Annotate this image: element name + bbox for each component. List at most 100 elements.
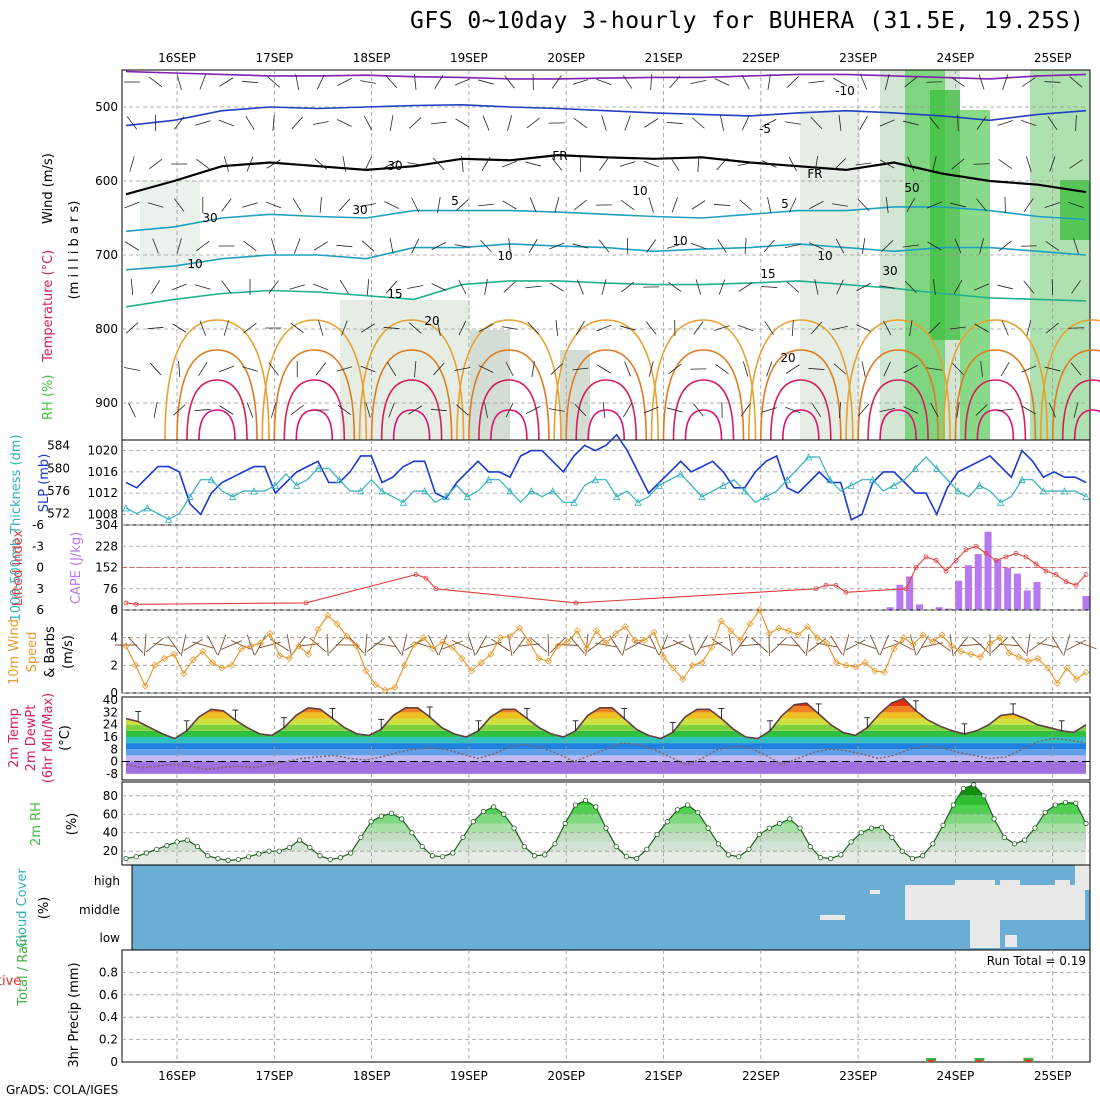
wind-barb — [766, 361, 773, 377]
temp-band — [126, 755, 1086, 762]
wind-speed-point — [890, 645, 898, 653]
contour-label: 30 — [387, 159, 402, 173]
wind-barb — [246, 402, 254, 418]
contour-label: 10 — [817, 249, 832, 263]
li-point — [423, 575, 429, 581]
cloud-level-label: high — [94, 874, 120, 888]
wind-speed-point — [823, 639, 831, 647]
wind-barb — [1020, 245, 1037, 247]
temp-tick-label: 0 — [110, 755, 118, 769]
surface-wind-barb — [751, 637, 769, 653]
warm-isotherm-arc — [261, 319, 368, 441]
rh-point — [1042, 809, 1048, 816]
wind-barb — [832, 77, 848, 87]
isotherm-line — [125, 103, 1087, 127]
wind-barb — [414, 360, 417, 378]
wind-barb — [932, 156, 937, 172]
wind-barb — [342, 156, 347, 172]
wind-barb — [196, 158, 210, 170]
wind-barb — [176, 238, 182, 254]
wind-barb — [1004, 196, 1006, 214]
wind-speed-point — [727, 627, 735, 635]
wind-barb — [198, 362, 208, 376]
wind-barb — [786, 76, 799, 88]
wind-barb — [549, 242, 565, 250]
rh-point — [154, 846, 160, 852]
rh-point — [971, 782, 977, 788]
surface-wind-barb — [790, 636, 806, 654]
rh-point — [593, 804, 599, 810]
wind-barb — [176, 74, 182, 90]
wind-barb — [928, 322, 941, 334]
warm-isotherm-arc — [748, 319, 854, 441]
thickness-point — [954, 487, 962, 495]
wind-barb — [171, 283, 187, 291]
contour-label: 30 — [352, 203, 367, 217]
wind-barb — [411, 197, 420, 213]
surface-wind-barb — [854, 640, 876, 650]
wind-speed-point — [228, 661, 236, 669]
temp-tick-label: 40 — [103, 693, 118, 707]
wind-speed-point — [372, 681, 380, 689]
li-point — [303, 600, 309, 606]
cloud-cell — [1000, 880, 1020, 890]
contour-label: FR — [552, 149, 567, 163]
wind-speed-point — [909, 641, 917, 649]
rh-point — [746, 846, 752, 852]
surface-wind-barb — [192, 641, 214, 649]
li-point — [913, 565, 919, 570]
li-point — [903, 586, 909, 592]
temp-band — [126, 712, 1086, 719]
thickness-point — [741, 487, 749, 495]
rh-point — [552, 841, 558, 847]
wind-barb — [507, 115, 513, 131]
wind-barb — [1044, 366, 1061, 372]
contour-label: 10 — [672, 234, 687, 248]
warm-isotherm-arc — [164, 319, 270, 441]
wind-speed-point — [746, 620, 754, 628]
thickness-point — [634, 498, 642, 506]
top-date-label: 16SEP — [158, 51, 196, 65]
surface-wind-barb — [711, 638, 731, 652]
wind-barb — [408, 405, 423, 415]
cape-bar — [1033, 582, 1041, 610]
wind-barb — [714, 325, 730, 331]
wind-barb — [221, 280, 232, 294]
surface-wind-barb — [221, 640, 242, 650]
rh-point — [654, 831, 660, 838]
wind-barb — [1025, 156, 1032, 172]
thickness-point — [655, 481, 663, 489]
wind-barb — [366, 278, 370, 296]
thickness-point — [229, 492, 237, 501]
wind-barb — [484, 279, 488, 295]
wind-barb — [619, 325, 636, 331]
precip-convective-bar — [1025, 1059, 1032, 1062]
contour-label: 15 — [760, 267, 775, 281]
cape-ylabel: Lifted Index CAPE (J/kg) — [11, 529, 84, 606]
wind-barb — [268, 362, 279, 376]
wind-speed-point — [420, 634, 428, 642]
surface-wind-barb — [696, 635, 708, 655]
rh-point — [848, 839, 854, 845]
wind-barb — [503, 281, 516, 293]
thickness-point — [527, 487, 535, 495]
wind-speed-point — [122, 642, 130, 650]
warm-isotherm-arc — [782, 409, 820, 441]
wind-barb — [713, 204, 731, 206]
surface-wind-barb — [490, 638, 510, 652]
thickness-point — [463, 492, 471, 501]
wind-barb — [1026, 320, 1032, 336]
wind-barb — [409, 117, 422, 129]
wind-barb — [671, 197, 678, 213]
wind-barb — [833, 363, 847, 375]
temp-band — [126, 698, 1086, 707]
surface-wind-barb — [869, 634, 880, 656]
rh-point — [725, 852, 732, 858]
rh-band — [126, 784, 1086, 796]
wind-barb — [130, 278, 134, 296]
wind-speed-point — [736, 636, 744, 644]
slp-line — [125, 433, 1087, 521]
wind-speed-point — [967, 650, 975, 658]
surface-wind-barb — [932, 638, 952, 652]
